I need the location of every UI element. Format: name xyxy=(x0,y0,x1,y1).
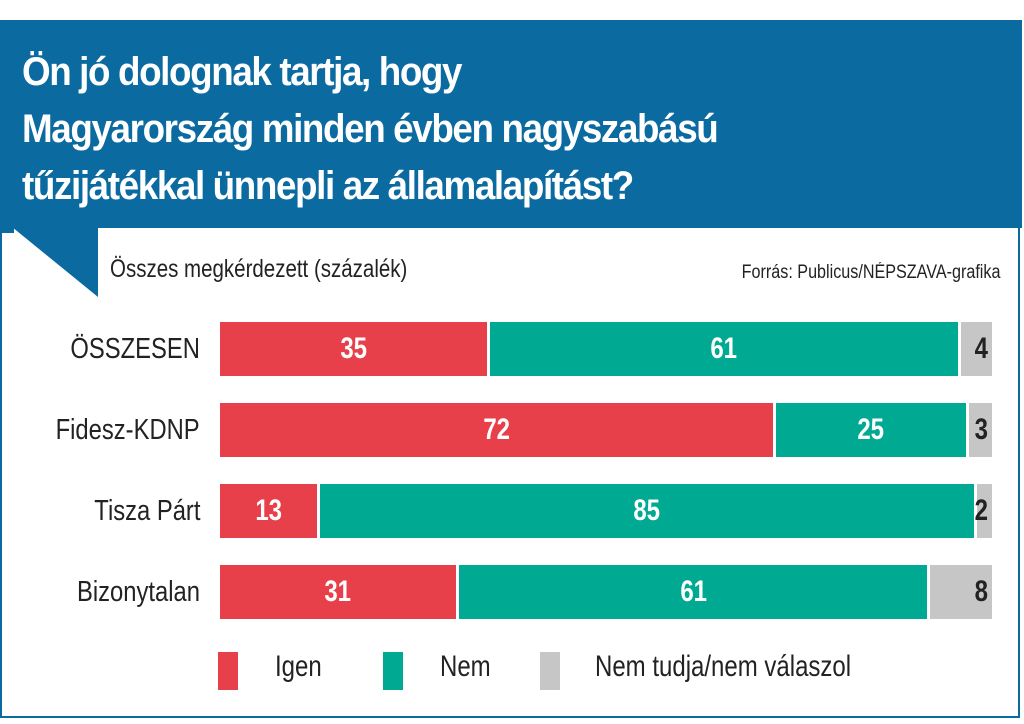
header-banner xyxy=(0,20,1022,228)
data-label: 61 xyxy=(679,575,707,608)
data-label: 2 xyxy=(974,494,989,527)
data-label: 85 xyxy=(633,494,661,527)
bar-segment: 3 xyxy=(968,403,992,457)
chart-source: Forrás: Publicus/NÉPSZAVA-grafika xyxy=(741,262,1000,283)
category-label: Fidesz-KDNP xyxy=(55,414,200,446)
legend-swatch xyxy=(540,652,560,690)
chart-subtitle: Összes megkérdezett (százalék) xyxy=(110,255,408,283)
legend-label: Igen xyxy=(275,650,322,683)
data-label: 31 xyxy=(324,575,352,608)
data-label: 4 xyxy=(974,332,989,365)
bar-segment: 72 xyxy=(220,403,773,457)
chart-title: Ön jó dolognak tartja, hogy Magyarország… xyxy=(22,50,719,208)
bar-segment: 35 xyxy=(220,322,488,376)
legend-swatch xyxy=(218,652,238,690)
speech-tail-triangle xyxy=(12,227,98,297)
bar-segment: 2 xyxy=(974,484,992,538)
legend-label: Nem xyxy=(440,650,491,683)
bar-segment: 85 xyxy=(320,484,974,538)
data-label: 3 xyxy=(974,413,989,446)
data-label: 72 xyxy=(483,413,510,446)
legend-swatch xyxy=(383,652,403,690)
speech-tail xyxy=(0,227,14,233)
data-label: 25 xyxy=(857,413,885,446)
data-label: 13 xyxy=(255,494,283,527)
legend-label: Nem tudja/nem válaszol xyxy=(595,650,852,683)
bar-segment: 61 xyxy=(459,565,928,619)
bar-segment: 8 xyxy=(930,565,992,619)
data-label: 8 xyxy=(974,575,989,608)
data-label: 35 xyxy=(340,332,367,365)
data-label: 61 xyxy=(710,332,738,365)
bar-segment: 31 xyxy=(220,565,457,619)
category-label: Bizonytalan xyxy=(77,576,200,608)
bar-segment: 13 xyxy=(220,484,318,538)
chart-frame xyxy=(0,20,1020,718)
category-label: Tisza Párt xyxy=(93,495,200,527)
bar-segment: 61 xyxy=(490,322,959,376)
bar-segment: 25 xyxy=(775,403,966,457)
category-label: ÖSSZESEN xyxy=(70,333,200,365)
bar-segment: 4 xyxy=(961,322,992,376)
